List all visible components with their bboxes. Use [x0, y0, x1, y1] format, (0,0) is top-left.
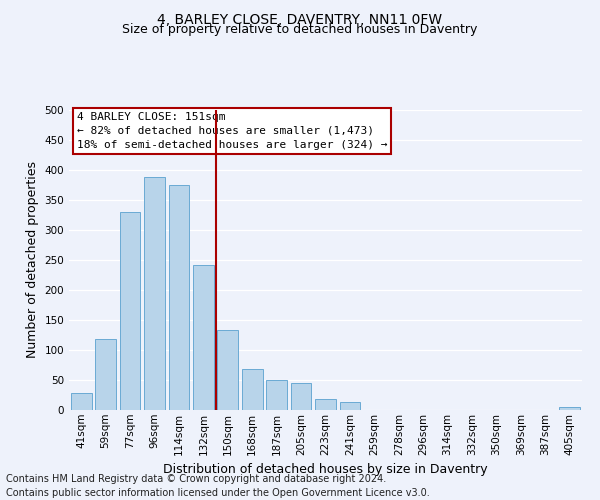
Bar: [144, 177, 165, 410]
Bar: [290, 383, 311, 410]
Bar: [217, 330, 238, 410]
X-axis label: Distribution of detached houses by size in Daventry: Distribution of detached houses by size …: [163, 463, 488, 476]
Bar: [315, 399, 336, 410]
Y-axis label: Number of detached properties: Number of detached properties: [26, 162, 39, 358]
Text: Contains HM Land Registry data © Crown copyright and database right 2024.
Contai: Contains HM Land Registry data © Crown c…: [6, 474, 430, 498]
Text: 4, BARLEY CLOSE, DAVENTRY, NN11 0FW: 4, BARLEY CLOSE, DAVENTRY, NN11 0FW: [157, 12, 443, 26]
Bar: [71, 393, 92, 410]
Bar: [95, 339, 116, 410]
Bar: [242, 369, 263, 410]
Bar: [559, 407, 580, 410]
Bar: [169, 185, 190, 410]
Bar: [340, 402, 361, 410]
Text: Size of property relative to detached houses in Daventry: Size of property relative to detached ho…: [122, 22, 478, 36]
Bar: [193, 265, 214, 410]
Bar: [266, 380, 287, 410]
Text: 4 BARLEY CLOSE: 151sqm
← 82% of detached houses are smaller (1,473)
18% of semi-: 4 BARLEY CLOSE: 151sqm ← 82% of detached…: [77, 112, 387, 150]
Bar: [119, 212, 140, 410]
